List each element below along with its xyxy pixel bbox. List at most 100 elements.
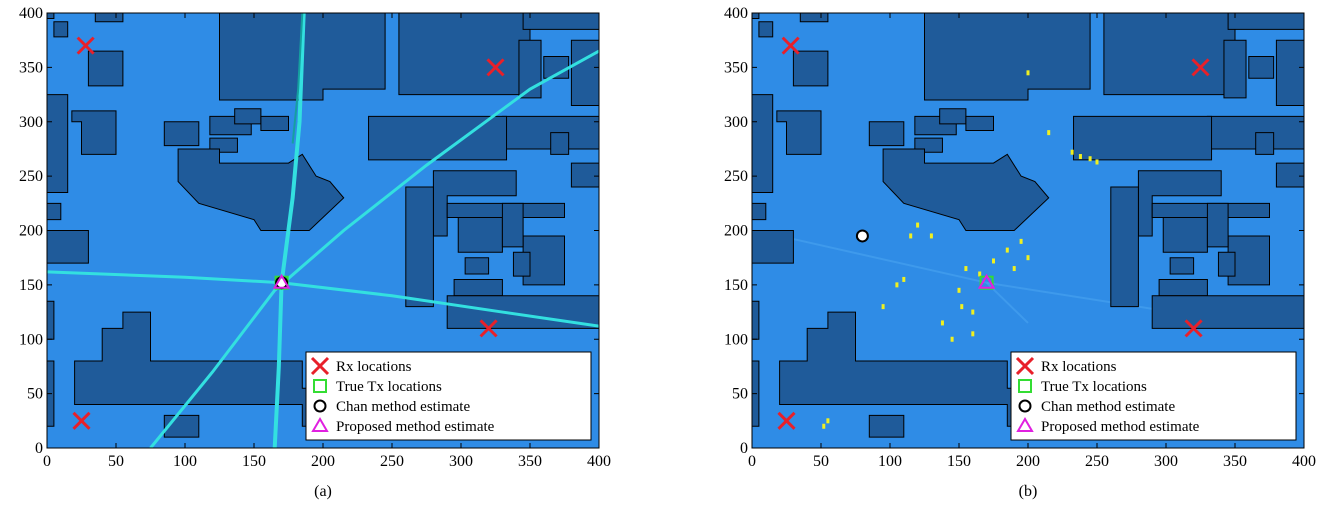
- building-12: [1223, 39, 1247, 99]
- building-33: [453, 278, 503, 297]
- y-tick-label: 100: [724, 331, 748, 348]
- y-tick-label: 0: [35, 440, 43, 457]
- panel-b: 0 50 100 150 200 250 300 350 400 0 50 100 150 200 250 3…: [724, 5, 1316, 500]
- likelihood-speck-9: [957, 287, 961, 293]
- y-tick-label: 150: [19, 277, 43, 294]
- building-12: [518, 39, 542, 99]
- building-24: [163, 121, 200, 147]
- x-tick-label: 100: [878, 453, 902, 470]
- marker-x-3: [72, 411, 91, 430]
- marker-triangle-0: [272, 273, 291, 289]
- legend-label: Proposed method estimate: [336, 419, 495, 435]
- building-32: [1206, 202, 1229, 248]
- building-18: [1073, 115, 1213, 161]
- likelihood-speck-11: [978, 271, 982, 277]
- legend-label: Proposed method estimate: [1041, 419, 1200, 435]
- likelihood-speck-7: [909, 233, 913, 239]
- building-21: [234, 108, 262, 125]
- building-30: [1169, 257, 1195, 275]
- likelihood-speck-25: [826, 418, 830, 424]
- likelihood-speck-16: [960, 304, 964, 310]
- y-tick-label: 400: [19, 5, 43, 22]
- building-2: [53, 21, 69, 38]
- y-tick-label: 350: [724, 59, 748, 76]
- marker-circle-0: [855, 229, 869, 243]
- map-layer: [752, 13, 1304, 438]
- legend-marker-x: [310, 356, 330, 376]
- building-5: [776, 110, 822, 155]
- building-26: [1110, 186, 1139, 308]
- building-33: [1158, 278, 1208, 297]
- likelihood-speck-20: [1026, 255, 1030, 261]
- legend-label: Chan method estimate: [336, 399, 470, 415]
- legend-label: Chan method estimate: [1041, 399, 1175, 415]
- building-0: [47, 13, 55, 19]
- likelihood-speck-4: [1047, 130, 1051, 136]
- y-tick-label: 300: [724, 114, 748, 131]
- building-18: [368, 115, 508, 161]
- building-11: [522, 13, 599, 30]
- faint-streak-0: [779, 234, 987, 284]
- marker-x-0: [76, 36, 95, 55]
- likelihood-speck-5: [1026, 70, 1030, 76]
- x-tick-label: 150: [947, 453, 971, 470]
- likelihood-speck-21: [895, 282, 899, 288]
- y-tick-label: 350: [19, 59, 43, 76]
- building-22: [260, 115, 289, 131]
- legend-marker-square: [313, 379, 327, 393]
- x-tick-label: 400: [1292, 453, 1316, 470]
- marker-x-3: [777, 411, 796, 430]
- likelihood-curve-1: [47, 270, 599, 328]
- x-tick-label: 250: [1085, 453, 1109, 470]
- legend-marker-triangle: [311, 417, 329, 432]
- legend-box: [305, 351, 592, 441]
- building-3: [792, 50, 829, 87]
- building-14: [1275, 39, 1304, 106]
- legend-marker-triangle: [1016, 417, 1034, 432]
- y-tick-label: 50: [27, 386, 43, 403]
- x-tick-label: 200: [1016, 453, 1040, 470]
- x-tick-label: 100: [173, 453, 197, 470]
- y-tick-label: 50: [732, 386, 748, 403]
- likelihood-speck-8: [929, 233, 933, 239]
- marker-x-1: [1191, 58, 1210, 77]
- building-1: [799, 13, 829, 23]
- building-17: [570, 162, 599, 188]
- likelihood-speck-24: [940, 320, 944, 326]
- likelihood-speck-10: [964, 266, 968, 272]
- legend-label: True Tx locations: [1041, 379, 1147, 395]
- legend: Rx locations True Tx locations Chan method…: [305, 351, 592, 441]
- building-6: [47, 230, 89, 264]
- map-layer: [47, 13, 599, 448]
- building-16: [1255, 132, 1275, 155]
- x-tick-label: 200: [311, 453, 335, 470]
- marker-x-0: [781, 36, 800, 55]
- likelihood-speck-18: [971, 331, 975, 337]
- building-5: [71, 110, 117, 155]
- likelihood-speck-23: [881, 304, 885, 310]
- legend-label: Rx locations: [336, 359, 412, 375]
- building-30: [464, 257, 490, 275]
- building-31: [1217, 251, 1236, 277]
- building-24: [868, 121, 905, 147]
- likelihood-speck-15: [971, 309, 975, 315]
- building-31: [512, 251, 531, 277]
- legend-marker-square: [1018, 379, 1032, 393]
- building-4: [47, 94, 69, 193]
- y-tick-label: 250: [19, 168, 43, 185]
- y-tick-label: 0: [740, 440, 748, 457]
- building-3: [87, 50, 124, 87]
- building-16: [550, 132, 570, 155]
- y-tick-label: 200: [19, 223, 43, 240]
- y-tick-label: 250: [724, 168, 748, 185]
- building-34: [1151, 295, 1304, 329]
- building-7: [47, 202, 62, 221]
- legend-marker-x: [1015, 356, 1035, 376]
- x-tick-label: 50: [813, 453, 829, 470]
- y-tick-label: 400: [724, 5, 748, 22]
- likelihood-speck-3: [1095, 159, 1099, 165]
- likelihood-curve-3: [291, 13, 304, 144]
- legend-marker-circle: [1018, 399, 1032, 413]
- building-9: [924, 13, 1091, 101]
